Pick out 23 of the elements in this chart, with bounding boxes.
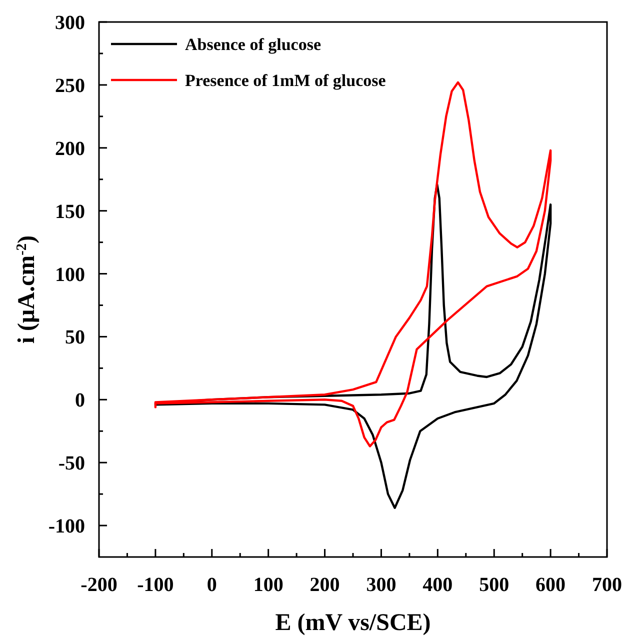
y-tick-label: -50 (58, 452, 85, 475)
y-tick-label: 300 (55, 12, 85, 34)
y-tick-label: 100 (55, 264, 85, 286)
x-tick-label: 200 (310, 574, 340, 596)
y-tick-label: 250 (55, 74, 85, 97)
x-axis-title: E (mV vs/SCE) (275, 610, 431, 636)
y-tick-label: 150 (55, 200, 85, 223)
line-series (154, 183, 552, 510)
y-tick-label: -100 (48, 516, 85, 538)
x-tick-label: 600 (536, 574, 566, 596)
x-tick-label: 500 (479, 574, 510, 596)
legend-label: Presence of 1mM of glucose (185, 71, 386, 90)
x-tick-label: -100 (137, 574, 174, 596)
x-tick-label: 300 (366, 574, 396, 596)
legend-label: Absence of glucose (185, 35, 322, 54)
x-tick-label: -200 (80, 574, 118, 596)
x-tick-label: 700 (592, 574, 622, 596)
y-tick-label: 0 (75, 390, 85, 412)
x-tick-label: 100 (253, 574, 284, 596)
x-tick-label: 400 (422, 574, 453, 596)
y-tick-label: 200 (55, 138, 85, 160)
x-tick-label: 0 (206, 574, 217, 596)
y-tick-label: 50 (65, 326, 85, 349)
